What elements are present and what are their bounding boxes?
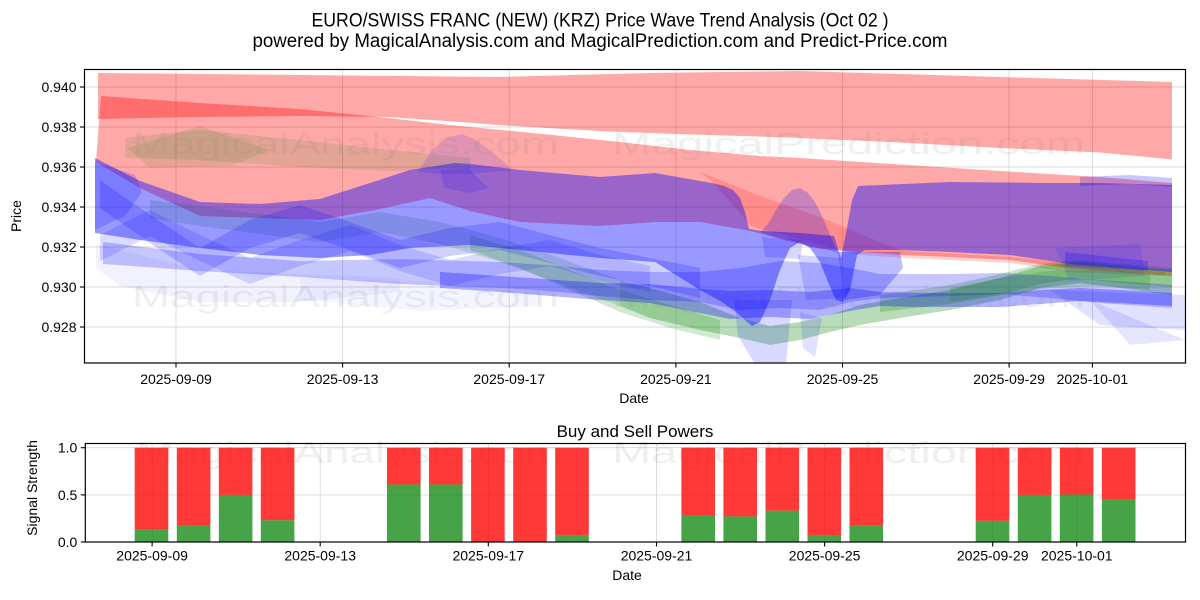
svg-text:Buy and Sell Powers: Buy and Sell Powers	[557, 422, 714, 441]
svg-text:2025-10-01: 2025-10-01	[1057, 371, 1129, 387]
svg-text:2025-09-29: 2025-09-29	[957, 548, 1029, 564]
svg-text:2025-09-21: 2025-09-21	[640, 371, 712, 387]
svg-text:0.0: 0.0	[58, 534, 78, 550]
svg-text:2025-09-17: 2025-09-17	[473, 371, 545, 387]
svg-text:2025-09-13: 2025-09-13	[307, 371, 379, 387]
svg-text:2025-10-01: 2025-10-01	[1041, 548, 1113, 564]
svg-text:MagicalAnalysis.com: MagicalAnalysis.com	[132, 279, 559, 314]
svg-text:MagicalPrediction.com: MagicalPrediction.com	[612, 126, 1085, 161]
svg-text:0.936: 0.936	[41, 159, 76, 175]
svg-text:1.0: 1.0	[58, 440, 78, 456]
svg-text:2025-09-25: 2025-09-25	[807, 371, 879, 387]
svg-text:0.928: 0.928	[41, 319, 76, 335]
svg-text:powered by MagicalAnalysis.com: powered by MagicalAnalysis.com and Magic…	[253, 31, 948, 52]
svg-text:0.940: 0.940	[41, 79, 76, 95]
svg-text:Price: Price	[8, 200, 24, 232]
svg-text:0.930: 0.930	[41, 279, 76, 295]
svg-text:0.5: 0.5	[58, 487, 78, 503]
svg-text:0.938: 0.938	[41, 119, 76, 135]
svg-text:2025-09-09: 2025-09-09	[116, 548, 188, 564]
svg-text:MagicalAnalysis.com: MagicalAnalysis.com	[132, 126, 559, 161]
svg-text:Date: Date	[619, 390, 649, 406]
svg-text:2025-09-09: 2025-09-09	[140, 371, 212, 387]
svg-text:0.934: 0.934	[41, 199, 76, 215]
svg-text:0.932: 0.932	[41, 239, 76, 255]
svg-text:Date: Date	[612, 567, 642, 583]
svg-text:EURO/SWISS FRANC (NEW) (KRZ) P: EURO/SWISS FRANC (NEW) (KRZ) Price Wave …	[312, 11, 889, 32]
svg-text:2025-09-25: 2025-09-25	[789, 548, 861, 564]
svg-text:2025-09-13: 2025-09-13	[284, 548, 356, 564]
svg-text:Signal Strength: Signal Strength	[24, 440, 40, 536]
svg-text:MagicalPrediction.com: MagicalPrediction.com	[612, 279, 1085, 314]
svg-text:2025-09-17: 2025-09-17	[452, 548, 524, 564]
svg-text:2025-09-21: 2025-09-21	[621, 548, 693, 564]
svg-text:2025-09-29: 2025-09-29	[973, 371, 1045, 387]
